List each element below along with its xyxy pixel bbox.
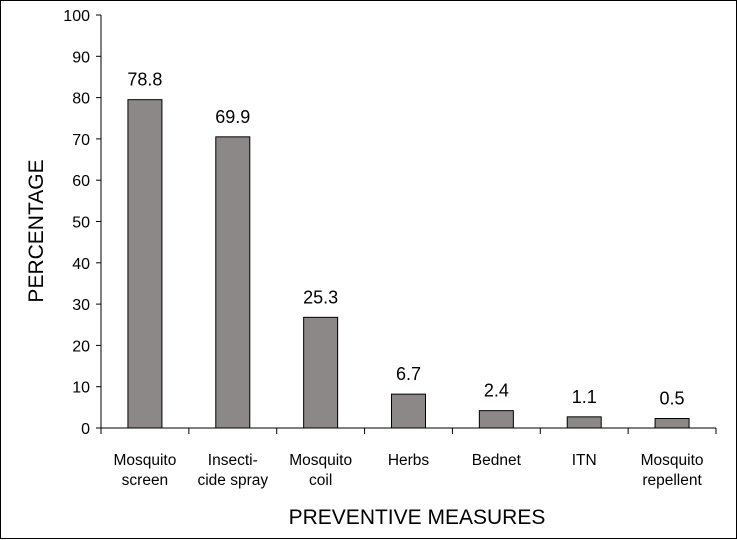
category-label: ITN	[572, 452, 597, 469]
bar	[127, 99, 163, 429]
category-label: Mosquito	[113, 452, 176, 469]
data-label: 2.4	[484, 381, 509, 401]
category-label: Mosquito	[641, 452, 704, 469]
data-label: 0.5	[660, 389, 685, 409]
y-axis: 0 10 20 30 40 50 60 70 80 90 100	[63, 8, 102, 438]
y-tick-label: 10	[72, 380, 90, 397]
data-label: 25.3	[303, 287, 338, 307]
bar	[478, 410, 514, 429]
category-label: cide spray	[197, 472, 268, 489]
data-label: 78.8	[127, 70, 162, 90]
data-label: 1.1	[572, 387, 597, 407]
bar	[303, 316, 339, 429]
y-tick-label: 20	[72, 338, 90, 355]
y-tick-label: 50	[72, 215, 90, 232]
bar	[391, 393, 426, 429]
y-tick-label: 80	[72, 91, 90, 108]
category-label: Bednet	[472, 452, 522, 469]
y-tick-label: 70	[72, 132, 90, 149]
category-label: Herbs	[388, 452, 430, 469]
bar	[566, 416, 602, 429]
data-label: 69.9	[215, 107, 250, 127]
category-label: coil	[309, 472, 332, 489]
y-tick-label: 100	[63, 8, 90, 25]
category-label: Insecti-	[208, 452, 258, 469]
x-axis-title: PREVENTIVE MEASURES	[289, 506, 546, 529]
bar	[654, 418, 690, 429]
category-label: Mosquito	[289, 452, 352, 469]
y-tick-label: 40	[72, 256, 90, 273]
category-labels: Mosquito screen Insecti-cide spray Mosquito…	[113, 452, 703, 489]
y-tick-label: 60	[72, 173, 90, 190]
bar	[215, 136, 251, 429]
y-tick-label: 90	[72, 49, 90, 66]
y-axis-title: PERCENTAGE	[25, 159, 48, 302]
category-label: screen	[122, 472, 169, 489]
category-label: repellent	[642, 472, 702, 489]
y-tick-label: 30	[72, 297, 90, 314]
data-labels: 78.8 69.9 25.3 6.7 2.4 1.1 0.5	[127, 70, 684, 409]
y-tick-label: 0	[81, 421, 90, 438]
data-label: 6.7	[396, 364, 421, 384]
bars	[127, 99, 690, 429]
x-axis	[100, 427, 717, 434]
